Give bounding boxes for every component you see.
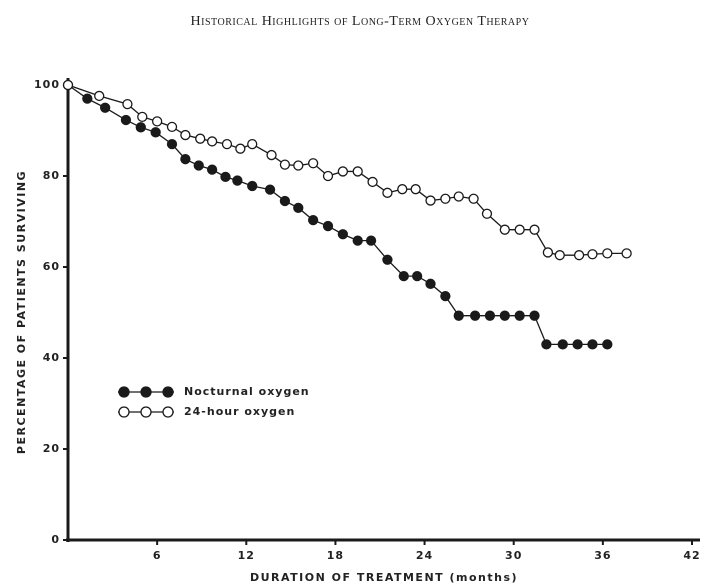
data-point: [122, 98, 133, 110]
legend-marker: [118, 406, 130, 418]
data-point: [337, 229, 349, 240]
x-tick-label: 30: [505, 549, 522, 562]
data-point: [440, 193, 451, 204]
data-point: [293, 202, 304, 214]
data-point: [235, 143, 246, 154]
data-point: [514, 224, 525, 235]
data-point: [247, 138, 258, 150]
y-tick-label: 20: [43, 442, 60, 455]
data-point: [206, 164, 218, 175]
legend-label: 24-hour oxygen: [184, 405, 295, 418]
data-point: [541, 339, 552, 350]
data-point: [529, 310, 540, 321]
data-point: [279, 159, 291, 170]
series-line: [67, 84, 608, 346]
data-point: [499, 224, 510, 235]
data-point: [425, 278, 436, 289]
data-point: [573, 250, 585, 261]
data-point: [621, 248, 632, 259]
data-point: [62, 79, 74, 91]
data-point: [469, 310, 481, 321]
data-point: [180, 129, 191, 141]
data-point: [411, 270, 423, 282]
data-point: [266, 149, 277, 161]
data-point: [307, 214, 319, 226]
data-point: [166, 121, 178, 133]
data-point: [293, 160, 304, 171]
data-point: [307, 158, 319, 169]
data-point: [195, 133, 206, 144]
data-point: [481, 208, 493, 219]
data-point: [602, 339, 613, 350]
data-point: [247, 180, 258, 192]
data-point: [587, 249, 598, 260]
y-tick-label: 100: [34, 78, 60, 91]
data-point: [82, 93, 93, 104]
legend-marker: [162, 386, 174, 398]
data-point: [206, 136, 218, 147]
legend-label: Nocturnal oxygen: [184, 385, 310, 398]
data-point: [484, 310, 496, 321]
data-point: [554, 250, 565, 261]
data-point: [382, 187, 393, 198]
data-point: [151, 116, 163, 127]
data-point: [468, 193, 479, 204]
y-tick-label: 40: [43, 351, 60, 364]
data-point: [514, 310, 525, 321]
data-point: [135, 122, 146, 133]
legend-marker: [140, 386, 152, 398]
data-point: [453, 310, 464, 321]
data-point: [602, 248, 613, 259]
data-point: [221, 138, 233, 150]
data-point: [367, 176, 378, 188]
x-tick-label: 36: [594, 549, 611, 562]
data-point: [137, 111, 148, 122]
data-point: [410, 184, 421, 195]
legend-marker: [140, 406, 152, 418]
x-tick-label: 24: [416, 549, 433, 562]
data-point: [264, 184, 276, 195]
data-point: [557, 339, 568, 350]
data-point: [322, 170, 334, 182]
data-point: [99, 102, 111, 113]
data-point: [337, 166, 349, 177]
y-tick-label: 80: [43, 169, 60, 182]
data-point: [440, 290, 451, 302]
data-point: [322, 220, 334, 232]
y-axis-label: PERCENTAGE OF PATIENTS SURVIVING: [15, 170, 28, 454]
data-point: [425, 195, 436, 206]
legend-marker: [162, 406, 174, 418]
x-tick-label: 6: [153, 549, 162, 562]
data-point: [150, 127, 161, 138]
data-point: [572, 339, 583, 350]
data-point: [232, 175, 243, 186]
data-point: [352, 235, 363, 246]
data-point: [397, 184, 408, 195]
x-tick-label: 12: [238, 549, 255, 562]
data-point: [382, 254, 393, 265]
data-point: [542, 247, 554, 258]
data-point: [94, 90, 105, 102]
page-header: Historical Highlights of Long-Term Oxyge…: [191, 14, 530, 29]
data-point: [193, 160, 204, 171]
data-point: [220, 171, 231, 183]
data-point: [120, 114, 132, 126]
legend-marker: [118, 386, 130, 398]
x-tick-label: 18: [327, 549, 344, 562]
y-tick-label: 60: [43, 260, 60, 273]
data-point: [365, 235, 377, 246]
data-point: [180, 154, 191, 165]
data-point: [453, 191, 464, 202]
data-point: [587, 339, 598, 350]
x-tick-label: 42: [683, 549, 700, 562]
data-point: [398, 270, 409, 282]
data-point: [352, 166, 363, 177]
data-point: [529, 224, 540, 235]
data-point: [499, 310, 510, 321]
data-point: [166, 138, 178, 150]
y-tick-label: 0: [51, 533, 60, 546]
x-axis-label: DURATION OF TREATMENT (months): [250, 571, 518, 584]
data-point: [279, 195, 291, 207]
